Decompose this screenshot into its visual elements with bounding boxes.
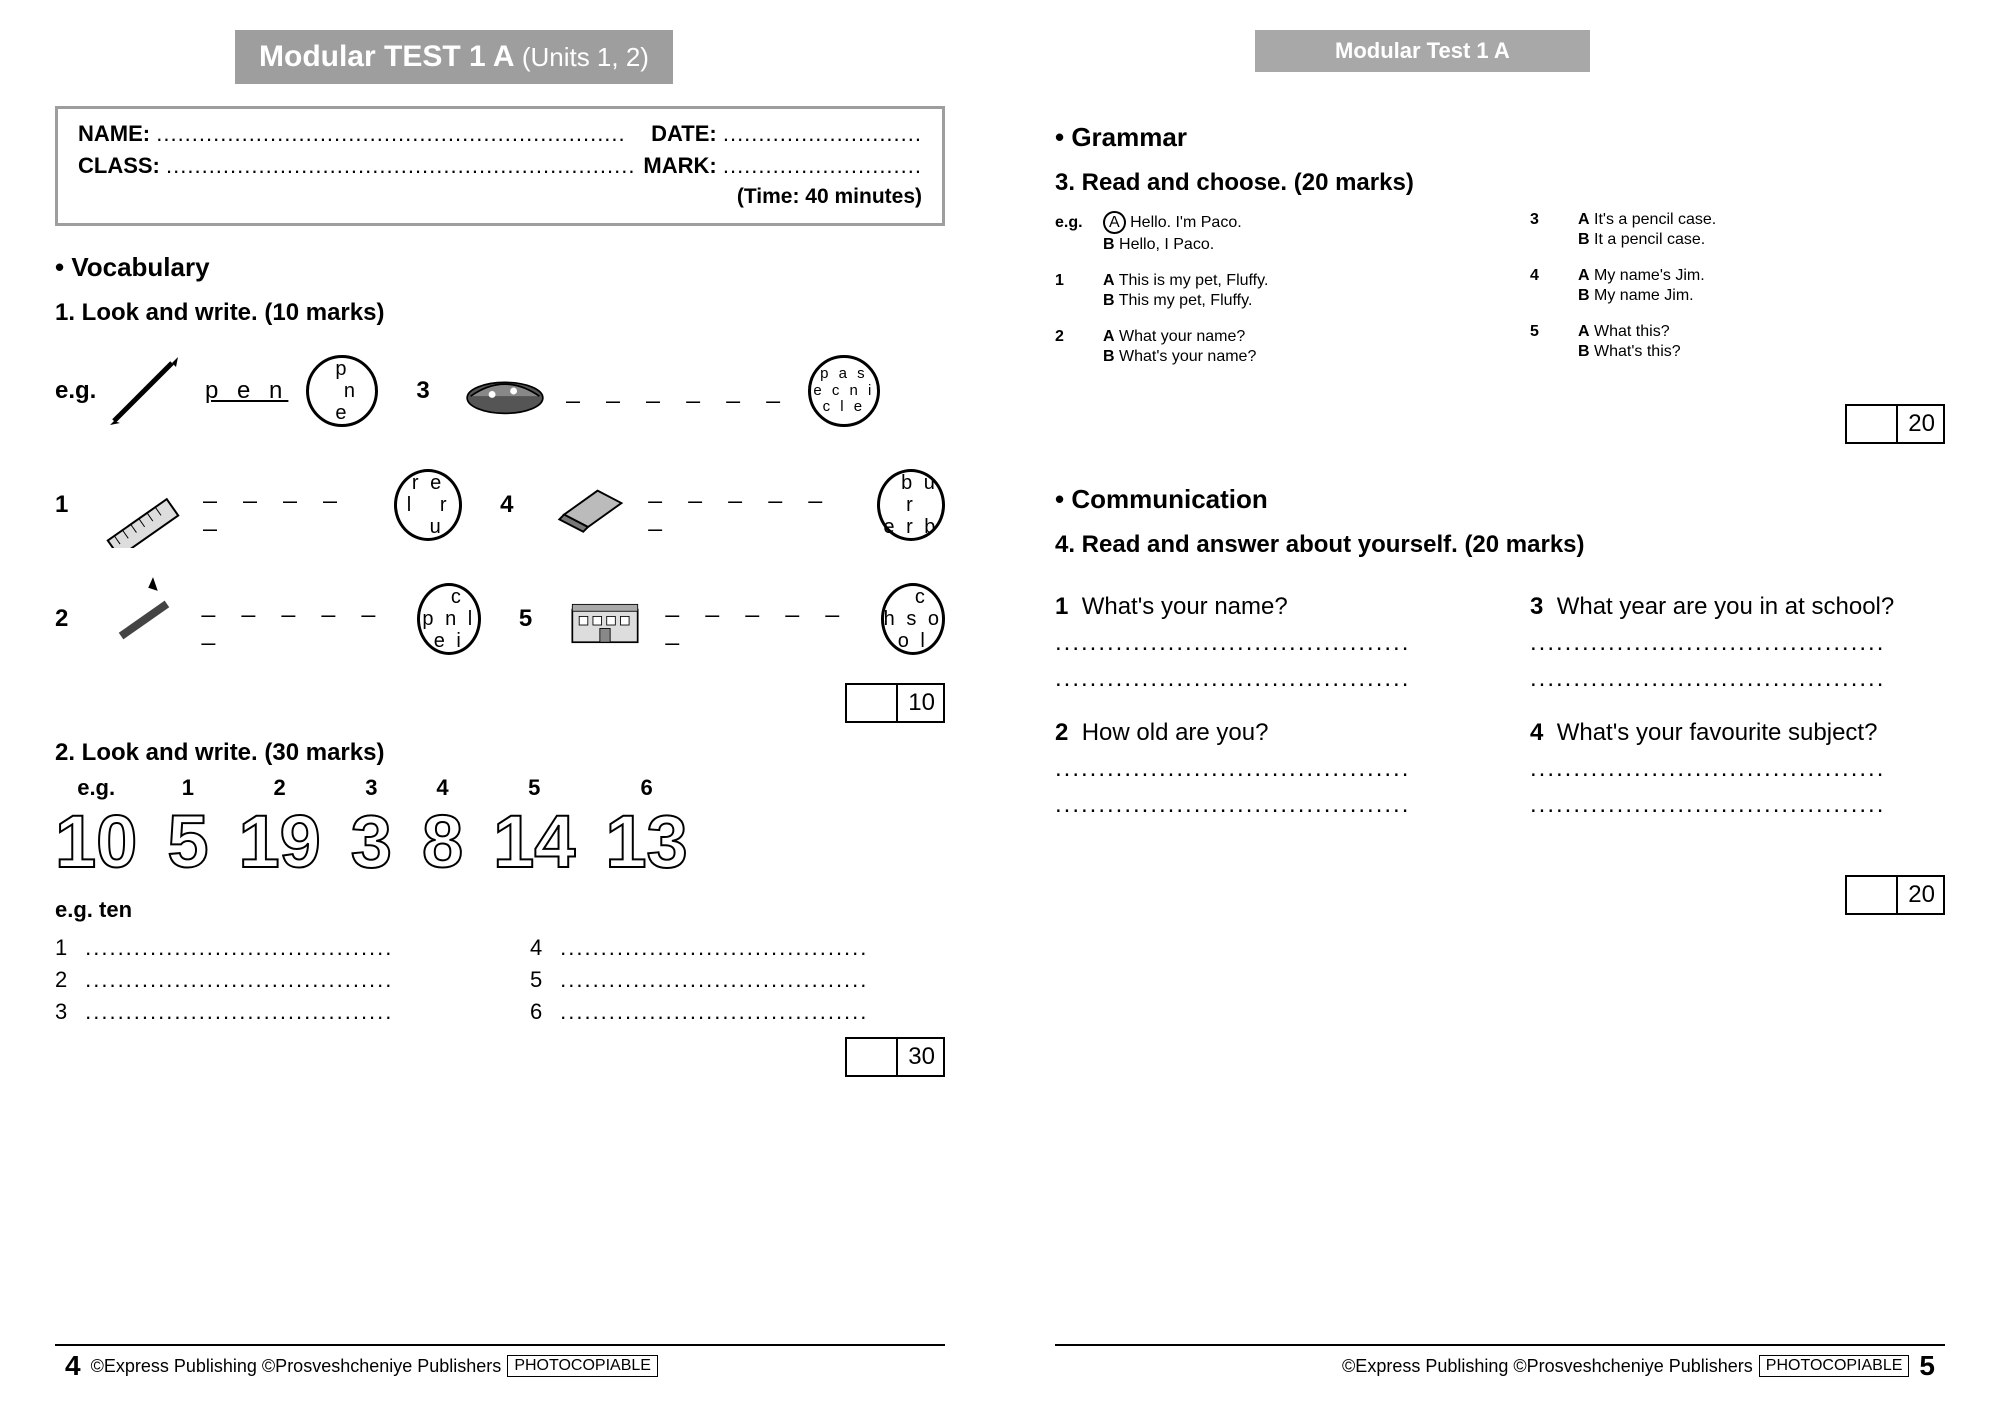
q2-n-5: 14 <box>493 805 575 879</box>
q1-4-letters: b u r e r b <box>877 469 945 541</box>
page-left: Modular TEST 1 A (Units 1, 2) NAME: ....… <box>0 0 1000 1410</box>
rubber-icon <box>545 465 631 545</box>
q2-score-box[interactable]: 30 <box>845 1037 945 1077</box>
q2-n-6: 13 <box>605 805 687 879</box>
q2-line-5[interactable]: 5 ...................................... <box>530 967 945 993</box>
q3-eg[interactable]: e.g.A Hello. I'm Paco. B Hello, I Paco. <box>1055 211 1470 254</box>
student-info-box: NAME: ..................................… <box>55 106 945 226</box>
q3-5[interactable]: 5A What this? B What's this? <box>1530 323 1945 361</box>
mark-field[interactable]: MARK: ............................ <box>643 153 922 179</box>
q3-1[interactable]: 1A This is my pet, Fluffy. B This my pet… <box>1055 272 1470 310</box>
footer-left: 4 ©Express Publishing ©Prosveshcheniye P… <box>55 1350 945 1382</box>
class-field[interactable]: CLASS: .................................… <box>78 153 635 179</box>
q1-3-letters: p a s e c n i c l e <box>808 355 880 427</box>
q2-n-3: 3 <box>351 805 392 879</box>
q2-line-4[interactable]: 4 ...................................... <box>530 935 945 961</box>
footer-rule-left <box>55 1344 945 1346</box>
q4-columns: 1 What's your name? ....................… <box>1055 577 1945 845</box>
q1-3-num: 3 <box>416 377 444 405</box>
circled-a-icon: A <box>1103 211 1126 234</box>
q1-eg-letters: p n e <box>306 355 378 427</box>
name-field[interactable]: NAME: ..................................… <box>78 121 626 147</box>
q2-h-1: 1 <box>167 775 208 801</box>
school-icon <box>562 579 648 659</box>
photocopiable-left: PHOTOCOPIABLE <box>507 1355 658 1377</box>
footer-rule-right <box>1055 1344 1945 1346</box>
copyright-left: ©Express Publishing ©Prosveshcheniye Pub… <box>91 1356 502 1377</box>
q2-h-4: 4 <box>422 775 463 801</box>
q1-2-letters: c p n l e i <box>417 583 481 655</box>
q2-eg-answer: e.g. ten <box>55 897 945 923</box>
q1-5-blanks[interactable]: _ _ _ _ _ _ <box>666 591 863 647</box>
title-main: Modular TEST 1 A <box>259 40 513 73</box>
q4-instruction: 4. Read and answer about yourself. (20 m… <box>1055 531 1945 559</box>
page-number-right: 5 <box>1919 1350 1935 1382</box>
q2-n-4: 8 <box>422 805 463 879</box>
q4-2[interactable]: 2 How old are you? .....................… <box>1055 719 1470 819</box>
q3-2[interactable]: 2A What your name? B What's your name? <box>1055 328 1470 366</box>
q2-writelist: e.g. ten 1 .............................… <box>55 897 945 1031</box>
q3-instruction: 3. Read and choose. (20 marks) <box>1055 169 1945 197</box>
q1-1-letters: r e l r u <box>394 469 462 541</box>
q3-columns: e.g.A Hello. I'm Paco. B Hello, I Paco. … <box>1055 197 1945 384</box>
q2-h-5: 5 <box>493 775 575 801</box>
footer-right: ©Express Publishing ©Prosveshcheniye Pub… <box>1055 1350 1945 1382</box>
q1-score-box[interactable]: 10 <box>845 683 945 723</box>
title-units: (Units 1, 2) <box>522 42 649 72</box>
pencil-case-icon <box>462 351 548 431</box>
q2-h-2: 2 <box>238 775 320 801</box>
date-field[interactable]: DATE: ............................ <box>651 121 922 147</box>
q1-5-letters: c h s o o l <box>881 583 945 655</box>
q1-1-num: 1 <box>55 491 81 519</box>
q2-h-eg: e.g. <box>55 775 137 801</box>
q4-1[interactable]: 1 What's your name? ....................… <box>1055 593 1470 693</box>
test-title-bar: Modular TEST 1 A (Units 1, 2) <box>235 30 673 84</box>
q1-instruction: 1. Look and write. (10 marks) <box>55 299 945 327</box>
q1-2-blanks[interactable]: _ _ _ _ _ _ <box>202 591 399 647</box>
q2-line-1[interactable]: 1 ...................................... <box>55 935 470 961</box>
pencil-icon <box>98 579 184 659</box>
q1-eg-answer: p e n <box>205 377 288 405</box>
q4-4[interactable]: 4 What's your favourite subject? .......… <box>1530 719 1945 819</box>
q1-4-num: 4 <box>500 491 526 519</box>
vocabulary-heading: Vocabulary <box>55 252 945 283</box>
q2-n-eg: 10 <box>55 805 137 879</box>
page-right: Modular Test 1 A Grammar 3. Read and cho… <box>1000 0 2000 1410</box>
q1-grid: e.g. p e n p n e 3 _ _ _ _ _ _ p a s e c… <box>55 341 945 669</box>
q2-h-3: 3 <box>351 775 392 801</box>
copyright-right: ©Express Publishing ©Prosveshcheniye Pub… <box>1342 1356 1753 1377</box>
q1-2-num: 2 <box>55 605 80 633</box>
q1-3-blanks[interactable]: _ _ _ _ _ _ <box>566 377 789 405</box>
q2-n-1: 5 <box>167 805 208 879</box>
q2-line-3[interactable]: 3 ...................................... <box>55 999 470 1025</box>
q4-score-box[interactable]: 20 <box>1845 875 1945 915</box>
communication-heading: Communication <box>1055 484 1945 515</box>
q1-4-blanks[interactable]: _ _ _ _ _ _ <box>649 477 859 533</box>
q3-4[interactable]: 4A My name's Jim. B My name Jim. <box>1530 267 1945 305</box>
q2-instruction: 2. Look and write. (30 marks) <box>55 739 945 767</box>
q4-3[interactable]: 3 What year are you in at school? ......… <box>1530 593 1945 693</box>
q2-line-2[interactable]: 2 ...................................... <box>55 967 470 993</box>
q3-3[interactable]: 3A It's a pencil case. B It a pencil cas… <box>1530 211 1945 249</box>
q1-5-num: 5 <box>519 605 544 633</box>
q1-eg-label: e.g. <box>55 377 83 405</box>
time-label: (Time: 40 minutes) <box>78 185 922 209</box>
right-title-bar: Modular Test 1 A <box>1255 30 1590 72</box>
photocopiable-right: PHOTOCOPIABLE <box>1759 1355 1910 1377</box>
q2-numbers: e.g. 10 1 5 2 19 3 3 4 8 5 14 6 13 <box>55 775 945 879</box>
q2-n-2: 19 <box>238 805 320 879</box>
page-number-left: 4 <box>65 1350 81 1382</box>
grammar-heading: Grammar <box>1055 122 1945 153</box>
pen-icon <box>101 351 187 431</box>
q2-line-6[interactable]: 6 ...................................... <box>530 999 945 1025</box>
ruler-icon <box>99 465 185 545</box>
q1-1-blanks[interactable]: _ _ _ _ _ <box>203 477 376 533</box>
q2-h-6: 6 <box>605 775 687 801</box>
q3-score-box[interactable]: 20 <box>1845 404 1945 444</box>
